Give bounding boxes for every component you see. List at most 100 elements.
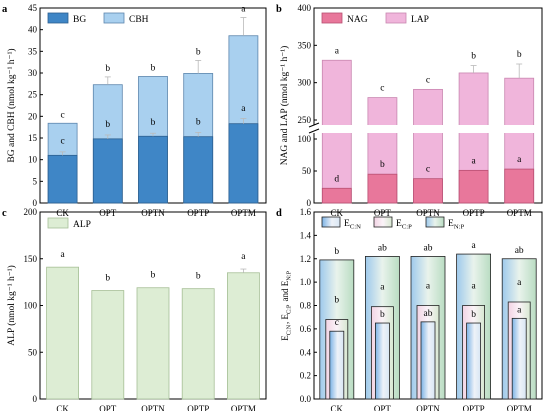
legend-swatch-alp <box>47 217 69 229</box>
x-tick-label: CK <box>331 404 344 411</box>
sig-letter-cn: c <box>335 318 339 328</box>
bar-bg <box>92 138 123 204</box>
sig-letter-cbh: b <box>196 47 201 57</box>
sig-letter-nag: a <box>517 155 522 165</box>
sig-letter-cp: b <box>334 296 339 306</box>
bar-nag <box>458 169 489 204</box>
x-tick-label: OPTM <box>507 404 532 411</box>
x-tick-label: CK <box>56 208 69 218</box>
y-tick-label: 0.6 <box>300 324 312 334</box>
legend-label-bg: BG <box>73 15 86 25</box>
panel-letter: c <box>2 208 7 219</box>
y-tick-label: 0 <box>33 394 38 404</box>
sig-letter-cbh: c <box>60 110 64 120</box>
axis-break-gap <box>310 125 318 133</box>
sig-letter-cp: a <box>380 283 385 293</box>
panel-letter: a <box>2 4 8 15</box>
sig-letter-cn: a <box>517 305 522 315</box>
sig-letter-cp: a <box>471 282 476 292</box>
x-tick-label: CK <box>56 404 69 411</box>
y-tick-label: 0.2 <box>300 371 311 381</box>
sig-letter-alp: b <box>105 274 110 284</box>
legend-label-lap: LAP <box>411 15 429 25</box>
sig-letter-lap: b <box>517 50 522 60</box>
y-axis-label: ALP (nmol kg⁻¹ h⁻¹) <box>6 265 17 346</box>
y-tick-label: 50 <box>28 347 38 357</box>
sig-letter-nag: d <box>334 174 339 184</box>
y-tick-label: 1.6 <box>300 207 312 217</box>
bar-ecn <box>374 322 390 400</box>
axis-break-band <box>315 125 541 133</box>
axis-break-mark <box>308 128 320 134</box>
bar-ecn <box>511 317 527 400</box>
legend-swatch-cbh <box>103 12 125 24</box>
y-tick-label: 35 <box>28 46 38 56</box>
x-tick-label: OPTN <box>416 404 440 411</box>
y-tick-label: 25 <box>28 90 38 100</box>
x-tick-label: OPT <box>99 208 117 218</box>
sig-letter-cn: ab <box>424 309 433 319</box>
x-tick-label: OPTP <box>463 208 485 218</box>
sig-letter-lap: c <box>426 75 430 85</box>
panel-letter: d <box>276 208 282 219</box>
panel-letter: b <box>276 4 282 15</box>
y-axis-label: BG and CBH (nmol kg⁻¹ h⁻¹) <box>6 48 17 162</box>
legend-swatch-bg <box>47 12 69 24</box>
bar-bg <box>47 154 78 204</box>
bar-alp <box>136 287 170 400</box>
sig-letter-lap: c <box>380 84 384 94</box>
bar-bg <box>138 135 168 204</box>
x-tick-label: OPTP <box>463 404 485 411</box>
sig-letter-np: a <box>471 241 476 251</box>
sig-letter-cbh: a <box>241 5 246 15</box>
sig-letter-cbh: b <box>151 63 156 73</box>
sig-letter-lap: b <box>471 51 476 61</box>
y-tick-label: 1.0 <box>300 277 312 287</box>
bar-bg <box>183 136 214 204</box>
x-tick-label: OPTM <box>507 208 532 218</box>
bar-alp <box>226 272 260 400</box>
y-tick-label: 45 <box>28 3 38 13</box>
y-axis-label: EC:N , EC:P and EN:P <box>280 270 293 341</box>
y-tick-label: 0 <box>33 198 38 208</box>
axis-break-mark <box>308 122 320 128</box>
legend-swatch-ecp <box>373 216 393 228</box>
y-tick-label: 100 <box>24 301 38 311</box>
y-tick-label: 0.4 <box>300 347 312 357</box>
x-tick-label: OPTP <box>187 404 209 411</box>
bar-alp <box>46 266 79 400</box>
y-tick-label: 50 <box>302 166 312 176</box>
legend-label-nag: NAG <box>347 15 368 25</box>
y-tick-label: 5 <box>33 176 38 186</box>
sig-letter-alp: b <box>151 271 156 281</box>
sig-letter-alp: a <box>241 252 246 262</box>
y-tick-label: 0.0 <box>300 394 312 404</box>
x-tick-label: OPTM <box>231 208 256 218</box>
sig-letter-np: ab <box>515 246 524 256</box>
y-tick-label: 1.4 <box>300 230 312 240</box>
y-tick-label: 1.2 <box>300 254 311 264</box>
sig-letter-cp: a <box>517 278 522 288</box>
bar-bg <box>228 123 259 204</box>
y-tick-label: 150 <box>24 254 38 264</box>
bar-nag <box>504 168 535 204</box>
sig-letter-lap: a <box>335 46 340 56</box>
y-tick-label: 350 <box>298 40 312 50</box>
sig-letter-np: ab <box>424 243 433 253</box>
sig-letter-cp: a <box>426 282 431 292</box>
legend-label-cbh: CBH <box>129 15 149 25</box>
legend-swatch-lap <box>385 12 407 24</box>
x-tick-label: OPTN <box>141 208 165 218</box>
bar-nag <box>321 187 352 204</box>
x-tick-label: OPTN <box>141 404 165 411</box>
y-tick-label: 400 <box>298 3 312 13</box>
sig-letter-bg: b <box>151 118 156 128</box>
x-tick-label: OPT <box>99 404 117 411</box>
bar-nag <box>367 173 398 204</box>
legend-swatch-enp <box>425 216 445 228</box>
bar-nag <box>413 178 443 204</box>
legend-label-ecn: EC:N <box>344 219 362 231</box>
bar-ecn <box>466 322 482 400</box>
y-tick-label: 30 <box>28 68 38 78</box>
